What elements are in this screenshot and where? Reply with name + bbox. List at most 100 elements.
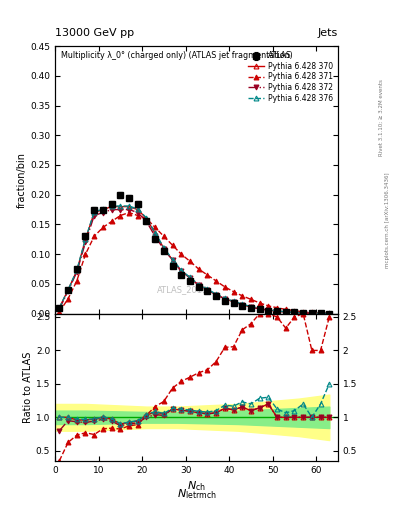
Pythia 6.428 372 <box>205 287 210 293</box>
Line: Pythia 6.428 371: Pythia 6.428 371 <box>57 210 332 316</box>
Pythia 6.428 370 <box>327 310 332 316</box>
Pythia 6.428 371 <box>135 212 140 219</box>
Pythia 6.428 370 <box>240 302 244 308</box>
Pythia 6.428 370 <box>231 298 236 305</box>
Y-axis label: Ratio to ATLAS: Ratio to ATLAS <box>23 352 33 423</box>
Pythia 6.428 370 <box>179 268 184 274</box>
Pythia 6.428 372 <box>292 309 297 315</box>
Pythia 6.428 376 <box>57 305 62 311</box>
Pythia 6.428 376 <box>153 230 158 236</box>
Pythia 6.428 371 <box>292 308 297 314</box>
Pythia 6.428 371 <box>283 306 288 312</box>
Pythia 6.428 372 <box>231 298 236 305</box>
Text: $N_{\mathrm{letrm{ch}}}$: $N_{\mathrm{letrm{ch}}}$ <box>176 487 217 501</box>
Pythia 6.428 372 <box>327 310 332 316</box>
Pythia 6.428 371 <box>257 300 262 306</box>
Pythia 6.428 372 <box>135 209 140 216</box>
Pythia 6.428 371 <box>275 305 279 311</box>
Pythia 6.428 372 <box>101 209 105 216</box>
Pythia 6.428 372 <box>179 268 184 274</box>
Pythia 6.428 376 <box>327 310 332 316</box>
Pythia 6.428 376 <box>170 257 175 263</box>
Pythia 6.428 376 <box>179 267 184 273</box>
Pythia 6.428 371 <box>162 233 166 240</box>
Pythia 6.428 376 <box>231 298 236 304</box>
Pythia 6.428 376 <box>127 203 131 209</box>
Pythia 6.428 370 <box>74 268 79 274</box>
Pythia 6.428 370 <box>109 204 114 210</box>
Pythia 6.428 376 <box>214 291 219 297</box>
Pythia 6.428 376 <box>187 274 192 281</box>
Pythia 6.428 371 <box>127 209 131 216</box>
Pythia 6.428 370 <box>222 296 227 302</box>
Pythia 6.428 372 <box>248 304 253 310</box>
Pythia 6.428 376 <box>118 203 123 209</box>
Pythia 6.428 372 <box>196 282 201 288</box>
Pythia 6.428 372 <box>170 257 175 263</box>
Pythia 6.428 371 <box>310 309 314 315</box>
Pythia 6.428 370 <box>301 310 305 316</box>
Pythia 6.428 371 <box>266 303 271 309</box>
Text: 13000 GeV pp: 13000 GeV pp <box>55 28 134 38</box>
Pythia 6.428 376 <box>83 236 88 242</box>
Pythia 6.428 371 <box>240 293 244 299</box>
Pythia 6.428 372 <box>144 219 149 225</box>
Pythia 6.428 372 <box>83 239 88 245</box>
Pythia 6.428 376 <box>266 307 271 313</box>
Pythia 6.428 372 <box>257 306 262 312</box>
Pythia 6.428 376 <box>310 310 314 316</box>
Pythia 6.428 370 <box>66 287 70 293</box>
Pythia 6.428 370 <box>101 206 105 212</box>
Pythia 6.428 371 <box>231 289 236 295</box>
Pythia 6.428 371 <box>248 296 253 303</box>
Pythia 6.428 371 <box>222 284 227 290</box>
Pythia 6.428 376 <box>135 206 140 212</box>
Pythia 6.428 371 <box>187 258 192 264</box>
Pythia 6.428 370 <box>135 206 140 212</box>
Pythia 6.428 372 <box>118 206 123 212</box>
Pythia 6.428 370 <box>205 287 210 293</box>
Pythia 6.428 376 <box>248 304 253 310</box>
Pythia 6.428 370 <box>170 257 175 263</box>
Pythia 6.428 376 <box>275 308 279 314</box>
Pythia 6.428 376 <box>257 305 262 311</box>
Pythia 6.428 376 <box>196 282 201 288</box>
Pythia 6.428 372 <box>57 306 62 312</box>
Pythia 6.428 371 <box>153 224 158 230</box>
Pythia 6.428 370 <box>83 236 88 242</box>
Pythia 6.428 370 <box>92 209 97 216</box>
Pythia 6.428 371 <box>196 266 201 272</box>
Pythia 6.428 370 <box>144 216 149 222</box>
Text: mcplots.cern.ch [arXiv:1306.3436]: mcplots.cern.ch [arXiv:1306.3436] <box>385 173 389 268</box>
Pythia 6.428 370 <box>318 310 323 316</box>
Pythia 6.428 371 <box>101 224 105 230</box>
Pythia 6.428 371 <box>318 310 323 316</box>
Pythia 6.428 372 <box>66 288 70 294</box>
Pythia 6.428 370 <box>118 204 123 210</box>
Pythia 6.428 372 <box>310 310 314 316</box>
Pythia 6.428 371 <box>66 296 70 302</box>
Y-axis label: fraction/bin: fraction/bin <box>17 152 27 208</box>
Pythia 6.428 370 <box>283 309 288 315</box>
Pythia 6.428 370 <box>162 245 166 251</box>
Pythia 6.428 372 <box>283 309 288 315</box>
Pythia 6.428 376 <box>92 209 97 215</box>
Pythia 6.428 370 <box>196 282 201 288</box>
Text: Rivet 3.1.10; ≥ 3.2M events: Rivet 3.1.10; ≥ 3.2M events <box>379 79 384 156</box>
Pythia 6.428 371 <box>214 278 219 284</box>
Pythia 6.428 370 <box>275 308 279 314</box>
Pythia 6.428 371 <box>170 242 175 248</box>
Line: Pythia 6.428 372: Pythia 6.428 372 <box>57 207 332 316</box>
Pythia 6.428 376 <box>66 287 70 293</box>
X-axis label: $N_{\rm ch}$: $N_{\rm ch}$ <box>187 479 206 493</box>
Pythia 6.428 371 <box>74 278 79 284</box>
Pythia 6.428 372 <box>74 269 79 275</box>
Pythia 6.428 371 <box>109 219 114 225</box>
Pythia 6.428 371 <box>57 309 62 315</box>
Pythia 6.428 376 <box>292 309 297 315</box>
Pythia 6.428 370 <box>310 310 314 316</box>
Pythia 6.428 372 <box>162 246 166 252</box>
Pythia 6.428 371 <box>179 251 184 257</box>
Pythia 6.428 370 <box>257 306 262 312</box>
Pythia 6.428 370 <box>248 304 253 310</box>
